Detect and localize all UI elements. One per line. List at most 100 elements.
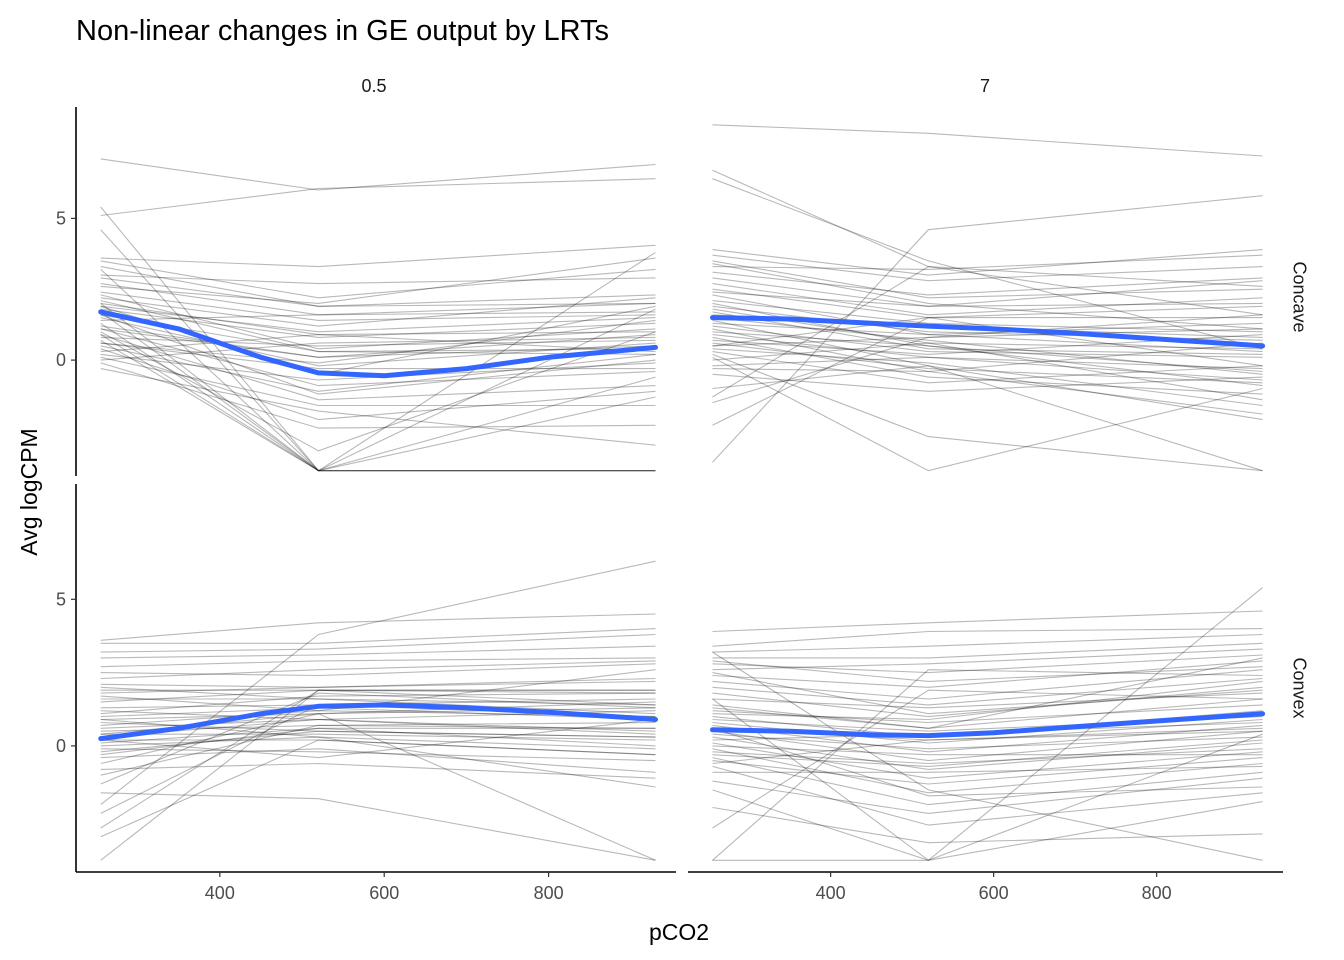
gene-line [100,266,656,307]
gene-line [712,178,1263,350]
gene-line [100,302,656,472]
panel-0.5-convex: 0 5 400 600 800 [56,484,676,903]
gene-line [712,254,1263,270]
gene-line [712,689,1263,829]
gene-line [100,689,656,829]
gene-line [100,739,656,756]
x-tick-label: 400 [816,883,846,903]
gene-line [712,724,1263,753]
y-tick-label: 0 [56,350,66,370]
gene-line [100,328,656,358]
gene-line [712,698,1263,729]
gene-line [712,195,1263,463]
gene-line [712,765,1263,826]
gene-line [712,745,1263,756]
gene-line [100,229,656,472]
gene-line [712,692,1263,709]
gene-line [712,288,1263,319]
row-facet-label-1: Convex [1289,657,1309,718]
x-axis-title: pCO2 [649,919,709,945]
gene-line [712,736,1263,770]
gene-line [100,669,656,712]
gene-line [100,328,656,387]
y-axis-title: Avg logCPM [16,428,42,555]
gene-line [712,610,1263,633]
gene-line [712,348,1263,407]
gene-line [100,339,656,472]
gene-line [712,648,1263,671]
smooth-line [98,702,658,742]
gene-line [100,334,656,472]
gene-line [100,689,656,703]
gene-line [100,244,656,268]
gene-line [712,305,1263,347]
gene-line [100,368,656,446]
y-tick-label: 5 [56,208,66,228]
col-facet-label-0: 0.5 [361,76,386,96]
gene-line [712,368,1263,415]
gene-line [100,680,656,688]
gene-line [100,158,656,191]
gene-line [712,739,1263,767]
gene-line [100,689,656,861]
gene-line [712,704,1263,724]
gene-line [712,657,1263,729]
gene-line [100,325,656,358]
gene-line [712,334,1263,370]
smooth-line [98,309,658,379]
y-tick-label: 5 [56,589,66,609]
gene-line [712,660,1263,682]
gene-line [100,311,656,321]
gene-line [100,677,656,694]
x-tick-label: 800 [1142,883,1172,903]
gene-line [100,297,656,327]
gene-line [100,291,656,321]
gene-line [100,560,656,806]
gene-line [100,748,656,762]
gene-line [100,762,656,779]
gene-line [100,686,656,715]
gene-line [100,317,656,367]
gene-line [100,334,656,401]
gene-line [712,677,1263,706]
gene-line [100,334,656,353]
gene-line [712,311,1263,355]
gene-line [712,124,1263,157]
smooth-line [710,315,1266,349]
gene-line [712,294,1263,336]
gene-line [712,317,1263,426]
gene-line [100,356,656,407]
gene-line [712,300,1263,333]
gene-line [712,748,1263,794]
gene-line [712,322,1263,353]
gene-line [712,365,1263,421]
gene-line [100,178,656,217]
gene-line [712,789,1263,861]
gene-line [712,249,1263,276]
panel-7-concave [710,124,1266,472]
x-tick-label: 600 [369,883,399,903]
gene-line [100,319,656,364]
gene-line [100,721,656,738]
gene-line [712,672,1263,715]
gene-line [100,314,656,395]
gene-line [712,317,1263,375]
y-tick-label: 0 [56,736,66,756]
gene-line [100,336,656,361]
gene-line [100,718,656,732]
panel-7-convex: 400 600 800 [688,587,1283,903]
gene-line [100,305,656,333]
gene-line [712,356,1263,472]
gene-line [100,331,656,452]
smooth-line [710,711,1266,739]
gene-line [100,657,656,668]
gene-line [100,274,656,285]
gene-line [712,169,1263,316]
gene-line [712,765,1263,773]
gene-line [100,260,656,299]
gene-line [712,742,1263,779]
gene-line [100,710,656,726]
gene-line [100,660,656,680]
x-tick-label: 400 [205,883,235,903]
gene-line [712,266,1263,398]
